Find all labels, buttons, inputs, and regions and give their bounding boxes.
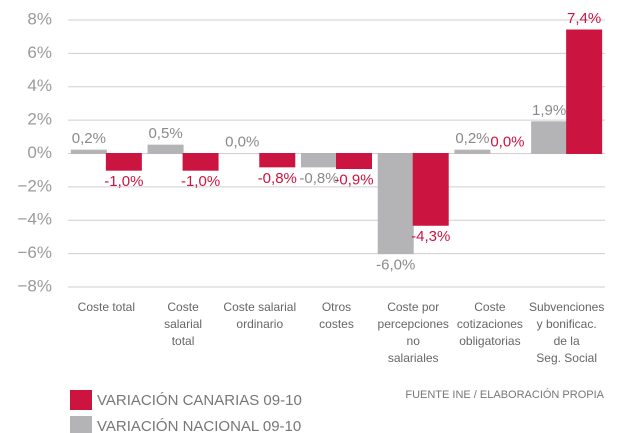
value-label: 0,0% [225, 133, 259, 150]
value-label: 0,5% [148, 125, 182, 142]
x-tick-label: Coste total [78, 300, 135, 314]
bar [336, 153, 372, 170]
bar [301, 153, 337, 168]
value-label: 7,4% [567, 10, 601, 27]
value-label: -0,9% [334, 171, 373, 188]
bar [147, 144, 184, 154]
bar [377, 153, 414, 255]
x-tick-label: de la [554, 334, 580, 348]
bar [259, 153, 296, 168]
y-tick-label: −6% [18, 243, 53, 262]
x-tick-label: obligatorias [459, 334, 520, 348]
value-label: 0,2% [455, 130, 489, 147]
x-tick-label: salariales [388, 351, 439, 365]
value-label: 0,2% [72, 130, 106, 147]
bar [412, 153, 449, 226]
x-tick-label: Otros [322, 300, 351, 314]
y-tick-label: 4% [27, 76, 52, 95]
y-tick-label: −2% [18, 176, 53, 195]
x-tick-label: percepciones [378, 317, 449, 331]
x-tick-label: salarial [164, 317, 202, 331]
x-tick-label: ordinario [236, 317, 283, 331]
value-label: -1,0% [104, 173, 143, 190]
bar [182, 153, 219, 171]
x-tick-label: cotizaciones [457, 317, 523, 331]
x-tick-label: Coste por [387, 300, 439, 314]
x-tick-label: Seg. Social [536, 351, 597, 365]
y-tick-label: 8% [27, 9, 52, 28]
bar [566, 29, 603, 155]
legend-swatch [70, 416, 92, 433]
value-label: -0,8% [299, 170, 338, 187]
y-tick-label: −4% [18, 210, 53, 229]
x-tick-label: y bonificac. [537, 317, 597, 331]
bar [105, 153, 142, 171]
x-tick-label: Coste [474, 300, 506, 314]
x-tick-label: Coste [167, 300, 199, 314]
value-label: -0,8% [258, 170, 297, 187]
y-tick-label: 2% [27, 110, 52, 129]
bar [454, 149, 491, 155]
y-tick-label: −8% [18, 276, 53, 295]
y-tick-label: 0% [27, 143, 52, 162]
value-label: 0,0% [490, 133, 524, 150]
y-tick-label: 6% [27, 43, 52, 62]
x-tick-label: costes [319, 317, 354, 331]
value-label: 1,9% [532, 102, 566, 119]
value-label: -4,3% [411, 228, 450, 245]
legend-label: VARIACIÓN NACIONAL 09-10 [97, 418, 301, 433]
bar [70, 149, 107, 155]
x-tick-label: Coste salarial [223, 300, 296, 314]
legend-swatch [70, 390, 92, 410]
legend-label: VARIACIÓN CANARIAS 09-10 [97, 392, 302, 409]
x-tick-label: Subvenciones [529, 300, 604, 314]
bar [531, 121, 568, 154]
value-label: -6,0% [376, 257, 415, 274]
x-tick-label: no [407, 334, 421, 348]
source-note: FUENTE INE / ELABORACIÓN PROPIA [405, 388, 604, 401]
x-tick-label: total [172, 334, 195, 348]
value-label: -1,0% [181, 173, 220, 190]
